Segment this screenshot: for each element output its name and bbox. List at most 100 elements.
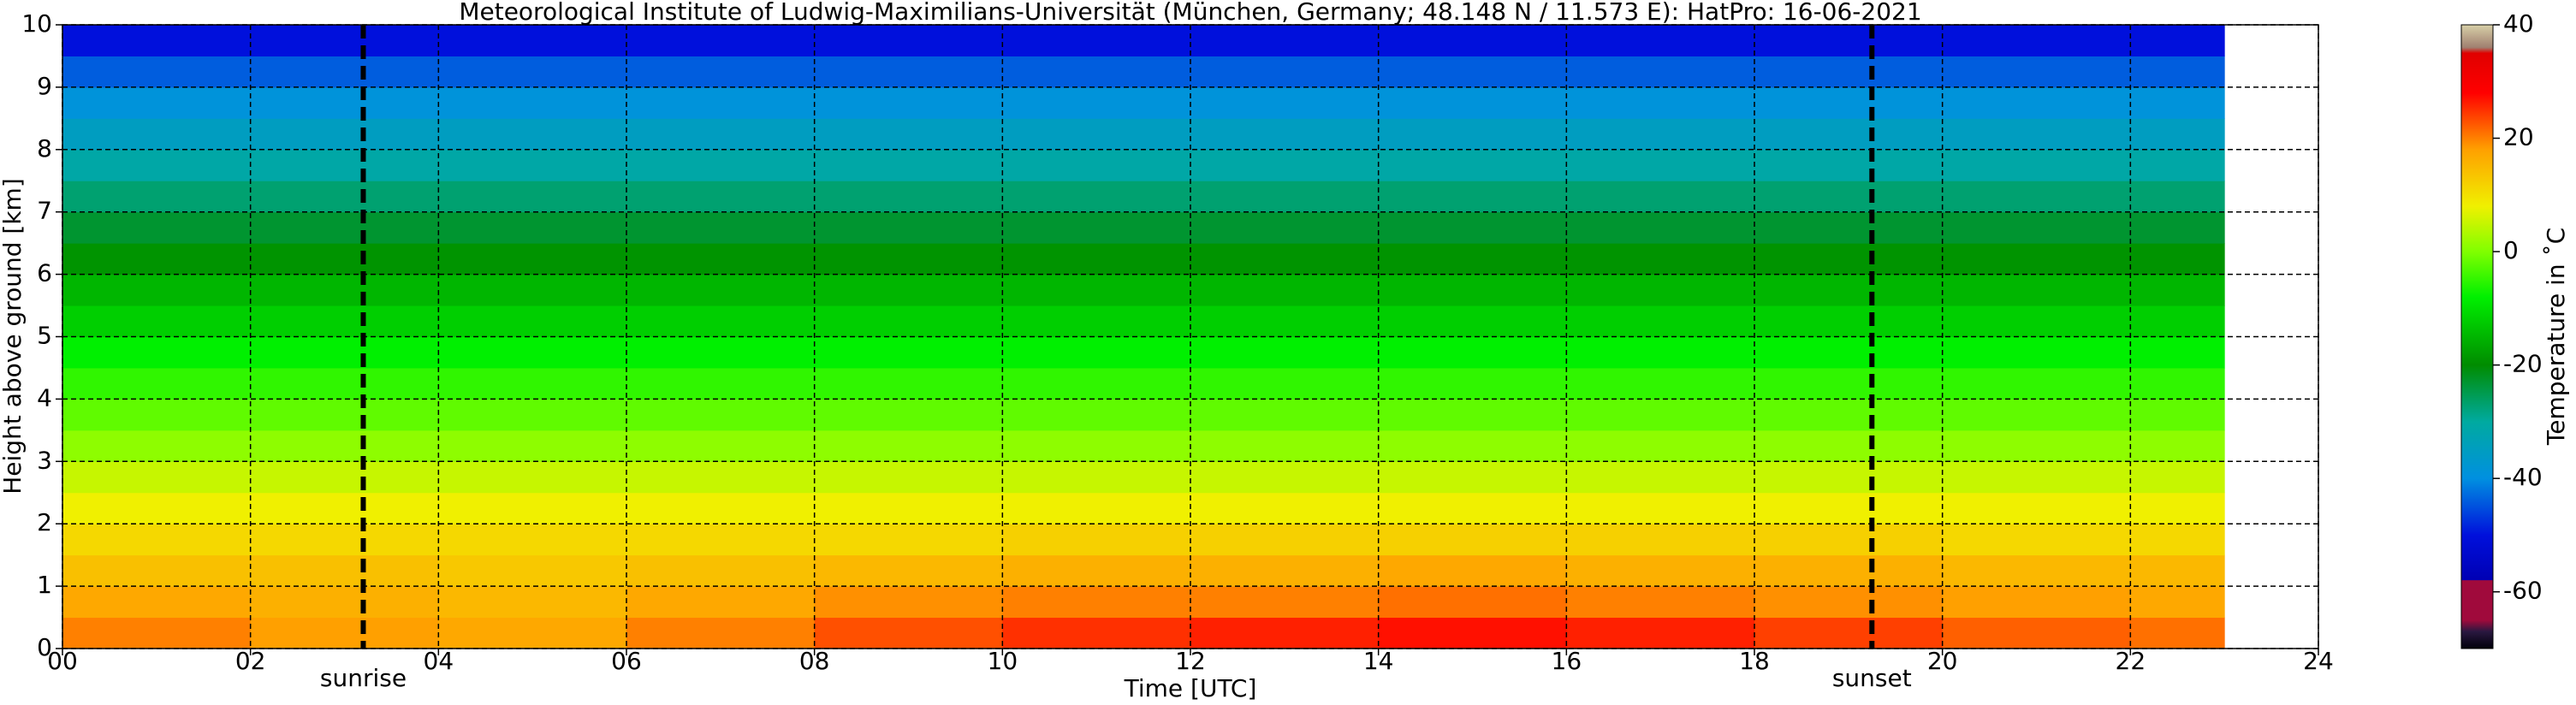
heatmap-cell — [250, 430, 439, 462]
heatmap-cell — [1190, 211, 1380, 244]
heatmap-cell — [1002, 524, 1191, 556]
heatmap-cell — [814, 524, 1003, 556]
colorbar-tick-label: -60 — [2503, 577, 2543, 605]
heatmap-cell — [62, 492, 252, 524]
x-tick-label: 20 — [1927, 647, 1958, 675]
heatmap-cell — [1566, 86, 1755, 119]
heatmap-cell — [1190, 617, 1380, 649]
x-tick-label: 00 — [47, 647, 78, 675]
heatmap-cell — [62, 305, 252, 337]
heatmap-cell — [626, 336, 816, 369]
heatmap-cell — [1566, 461, 1755, 494]
x-tick-label: 08 — [799, 647, 830, 675]
y-tick-label: 3 — [37, 446, 52, 474]
heatmap-cell — [626, 461, 816, 494]
x-tick-label: 04 — [424, 647, 454, 675]
heatmap-cell — [1190, 181, 1380, 213]
heatmap-cell — [2130, 305, 2225, 337]
heatmap-cell — [438, 181, 627, 213]
heatmap-cell — [626, 430, 816, 462]
heatmap-cell — [814, 211, 1003, 244]
heatmap-cell — [438, 492, 627, 524]
annotation-label: sunset — [1832, 664, 1912, 692]
heatmap-cell — [1002, 399, 1191, 431]
heatmap-cell — [1002, 586, 1191, 619]
heatmap-cell — [250, 399, 439, 431]
heatmap-cell — [1942, 492, 2131, 524]
heatmap-cell — [1942, 86, 2131, 119]
heatmap-cell — [1754, 56, 1944, 88]
heatmap-cell — [438, 399, 627, 431]
heatmap-cell — [1754, 554, 1944, 587]
heatmap-cell — [2130, 430, 2225, 462]
y-tick-label: 8 — [37, 134, 52, 163]
heatmap-cell — [1002, 149, 1191, 181]
heatmap-cell — [2130, 586, 2225, 619]
y-tick-label: 7 — [37, 197, 52, 225]
heatmap-cell — [814, 25, 1003, 56]
x-tick-label: 14 — [1363, 647, 1394, 675]
heatmap-cell — [1942, 336, 2131, 369]
heatmap-cell — [62, 586, 252, 619]
heatmap-cell — [626, 86, 816, 119]
heatmap-cell — [1754, 305, 1944, 337]
heatmap-cell — [2130, 461, 2225, 494]
heatmap-cell — [2130, 56, 2225, 88]
heatmap-cell — [1190, 118, 1380, 151]
y-tick-label: 1 — [37, 571, 52, 599]
heatmap-cell — [1754, 617, 1944, 649]
heatmap-cell — [1190, 336, 1380, 369]
heatmap-cell — [438, 56, 627, 88]
heatmap-cell — [1566, 524, 1755, 556]
heatmap-cell — [1566, 430, 1755, 462]
heatmap-cell — [1566, 617, 1755, 649]
heatmap-cell — [250, 211, 439, 244]
heatmap-cell — [1942, 149, 2131, 181]
heatmap-cell — [62, 430, 252, 462]
heatmap-cell — [814, 274, 1003, 306]
y-tick-label: 0 — [37, 633, 52, 661]
heatmap-cell — [250, 617, 439, 649]
heatmap-cell — [1942, 586, 2131, 619]
heatmap-cell — [2130, 524, 2225, 556]
heatmap-cell — [1942, 430, 2131, 462]
heatmap-cell — [1190, 274, 1380, 306]
heatmap-cell — [250, 305, 439, 337]
heatmap-cell — [1566, 554, 1755, 587]
heatmap-cell — [626, 118, 816, 151]
heatmap-cell — [814, 430, 1003, 462]
y-tick-label: 9 — [37, 72, 52, 100]
heatmap-cell — [1002, 367, 1191, 400]
heatmap-cell — [62, 367, 252, 400]
y-axis-label: Height above ground [km] — [0, 178, 27, 495]
heatmap-cell — [626, 586, 816, 619]
heatmap-cell — [1002, 118, 1191, 151]
heatmap-cell — [1190, 367, 1380, 400]
x-tick-label: 12 — [1175, 647, 1206, 675]
heatmap-cell — [250, 586, 439, 619]
heatmap-cell — [250, 336, 439, 369]
y-tick-label: 6 — [37, 259, 52, 287]
heatmap-cell — [2130, 399, 2225, 431]
heatmap-cell — [626, 524, 816, 556]
heatmap-cell — [1378, 430, 1567, 462]
heatmap-cell — [1378, 367, 1567, 400]
y-tick-label: 5 — [37, 322, 52, 350]
heatmap-cell — [1566, 305, 1755, 337]
heatmap-cell — [1002, 211, 1191, 244]
heatmap-cell — [62, 399, 252, 431]
heatmap-cell — [62, 181, 252, 213]
heatmap-cell — [1754, 274, 1944, 306]
heatmap-cell — [1002, 274, 1191, 306]
heatmap-cell — [438, 461, 627, 494]
heatmap-cell — [1754, 118, 1944, 151]
heatmap-cell — [2130, 336, 2225, 369]
chart-title: Meteorological Institute of Ludwig-Maxim… — [459, 0, 1921, 26]
heatmap-cell — [626, 211, 816, 244]
heatmap-cell — [438, 554, 627, 587]
heatmap-cell — [1378, 149, 1567, 181]
heatmap-cell — [1566, 274, 1755, 306]
heatmap-cell — [1754, 524, 1944, 556]
heatmap-cell — [2130, 181, 2225, 213]
heatmap-cell — [1942, 211, 2131, 244]
